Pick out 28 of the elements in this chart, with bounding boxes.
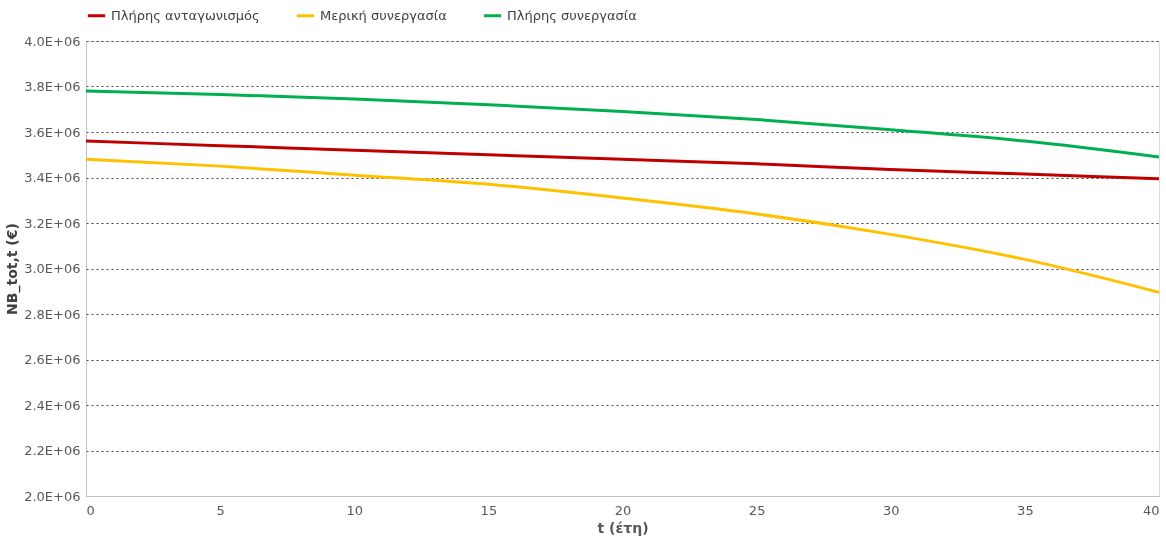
y-tick-label: 2.8E+06 (24, 306, 81, 322)
y-tick-label: 4.0E+06 (24, 33, 81, 49)
x-tick-label: 5 (216, 502, 225, 518)
y-tick-label: 3.6E+06 (24, 124, 81, 140)
x-tick-label: 10 (346, 502, 364, 518)
y-tick-label: 3.2E+06 (24, 215, 81, 231)
y-tick-label: 3.8E+06 (24, 79, 81, 94)
x-tick-label: 0 (86, 502, 95, 518)
y-tick-label: 2.0E+06 (24, 488, 81, 504)
line-series (84, 157, 1161, 294)
x-axis-title: t (έτη) (597, 519, 649, 536)
x-tick-label: 25 (748, 502, 766, 518)
x-tick-label: 20 (614, 502, 632, 518)
line-series (84, 139, 1161, 181)
line-series (84, 89, 1161, 159)
y-tick-label: 2.6E+06 (24, 352, 81, 367)
y-tick-label: 2.4E+06 (24, 397, 81, 413)
x-tick-label: 40 (1142, 502, 1160, 518)
legend-label: Πλήρης ανταγωνισμός (111, 7, 260, 23)
x-tick-label: 35 (1017, 502, 1034, 518)
y-axis-title: NB_tot,t (€) (4, 223, 22, 315)
y-tick-label: 2.2E+06 (24, 443, 81, 458)
legend-label: Πλήρης συνεργασία (507, 7, 637, 23)
y-tick-label: 3.4E+06 (24, 170, 81, 185)
x-tick-label: 30 (882, 502, 900, 518)
legend-label: Μερική συνεργασία (320, 7, 447, 23)
y-tick-label: 3.0E+06 (24, 261, 81, 276)
x-tick-label: 15 (480, 502, 498, 518)
